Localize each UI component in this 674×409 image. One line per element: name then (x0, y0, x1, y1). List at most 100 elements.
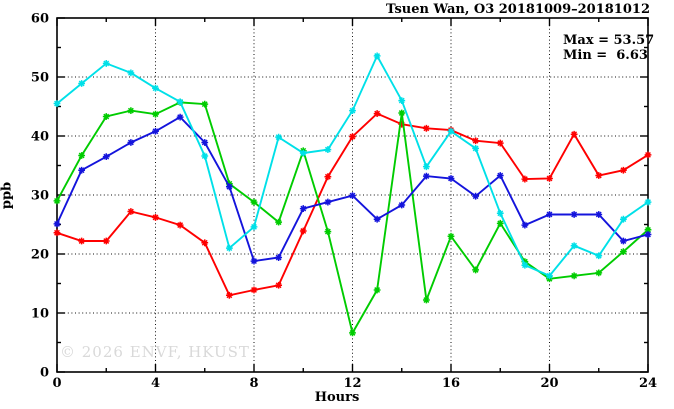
data-point-marker (595, 172, 603, 179)
data-point-marker (373, 286, 381, 294)
data-point-marker (521, 258, 529, 266)
data-point-marker (472, 137, 480, 145)
data-point-marker (250, 286, 258, 294)
data-point-marker (102, 60, 110, 67)
data-point-marker (373, 215, 381, 223)
data-point-marker (127, 139, 135, 146)
data-point-marker (102, 153, 110, 161)
x-tick-label: 4 (151, 376, 160, 391)
data-point-marker (521, 221, 529, 229)
cyan-series (53, 52, 652, 280)
data-point-marker (546, 211, 553, 218)
data-point-marker (324, 228, 332, 235)
x-tick-label: 0 (52, 376, 61, 391)
data-point-marker (102, 237, 110, 245)
data-point-marker (570, 242, 578, 250)
blue-series (53, 113, 652, 265)
data-point-marker (275, 281, 283, 289)
data-point-marker (472, 266, 480, 274)
data-point-marker (619, 237, 627, 245)
data-point-marker (275, 218, 283, 226)
red-series-markers (53, 110, 652, 299)
y-tick-label: 10 (31, 307, 49, 322)
data-point-marker (78, 152, 86, 159)
plot-border (56, 17, 649, 373)
data-point-marker (619, 248, 627, 256)
data-point-marker (127, 107, 135, 115)
data-point-marker (152, 127, 159, 135)
data-point-marker (250, 223, 258, 231)
data-point-marker (472, 144, 480, 152)
max-min-annotation: Max = 53.57 Min = 6.63 (563, 33, 654, 63)
data-point-marker (570, 130, 578, 138)
y-tick-label: 20 (31, 248, 49, 263)
data-point-marker (398, 120, 406, 128)
data-point-marker (619, 215, 627, 223)
x-axis-title: Hours (314, 390, 360, 405)
data-point-marker (619, 166, 627, 174)
x-tick-label: 20 (540, 376, 558, 391)
data-point-marker (53, 100, 61, 107)
chart-title: Tsuen Wan, O3 20181009–20181012 (385, 2, 650, 17)
data-point-marker (570, 272, 578, 280)
data-point-marker (496, 172, 504, 179)
data-point-marker (422, 172, 430, 180)
data-point-marker (53, 197, 61, 205)
data-point-marker (299, 149, 307, 157)
y-tick-label: 50 (31, 71, 49, 86)
data-point-marker (102, 113, 110, 120)
x-tick-label: 24 (639, 376, 657, 391)
min-value-label: Min = 6.63 (563, 48, 648, 63)
data-point-marker (53, 220, 61, 228)
data-point-marker (373, 52, 381, 60)
data-point-marker (472, 192, 480, 200)
data-point-marker (324, 146, 332, 153)
data-point-marker (398, 201, 406, 209)
data-point-marker (299, 205, 307, 212)
data-point-marker (496, 209, 504, 217)
data-point-marker (496, 139, 504, 147)
data-point-marker (447, 232, 455, 240)
data-point-marker (644, 151, 652, 159)
data-point-marker (225, 183, 233, 191)
data-point-marker (422, 296, 430, 304)
x-tick-label: 8 (249, 376, 258, 391)
data-point-marker (201, 100, 209, 108)
data-point-marker (176, 98, 184, 106)
data-point-marker (447, 127, 455, 135)
x-tick-label: 12 (343, 376, 361, 391)
data-point-marker (250, 257, 258, 265)
data-point-marker (447, 175, 455, 182)
data-point-marker (521, 175, 529, 183)
data-point-marker (546, 272, 553, 280)
data-point-marker (225, 291, 233, 299)
data-point-marker (324, 198, 332, 206)
data-point-marker (398, 109, 406, 117)
y-tick-label: 0 (40, 366, 49, 381)
red-series (53, 110, 652, 299)
data-point-marker (349, 192, 356, 199)
data-point-marker (152, 214, 159, 221)
data-point-marker (78, 237, 86, 245)
tick-labels: 0 4 8 12 16 20 24 0 10 20 30 40 50 60 (31, 12, 657, 392)
data-point-marker (349, 329, 356, 337)
data-point-marker (644, 231, 652, 238)
data-point-marker (422, 163, 430, 171)
data-point-marker (546, 175, 553, 182)
data-point-marker (521, 261, 529, 269)
data-point-marker (127, 208, 135, 215)
data-point-marker (176, 113, 184, 121)
data-point-marker (398, 97, 406, 104)
data-point-marker (53, 229, 61, 237)
watermark: © 2026 ENVF, HKUST (60, 343, 250, 361)
data-point-marker (225, 244, 233, 252)
data-point-marker (201, 239, 209, 247)
data-point-marker (152, 84, 159, 92)
y-tick-label: 40 (31, 130, 49, 145)
data-point-marker (595, 269, 603, 277)
y-tick-label: 30 (31, 189, 49, 204)
y-axis-title: ppb (0, 181, 15, 210)
y-tick-label: 60 (31, 12, 49, 27)
